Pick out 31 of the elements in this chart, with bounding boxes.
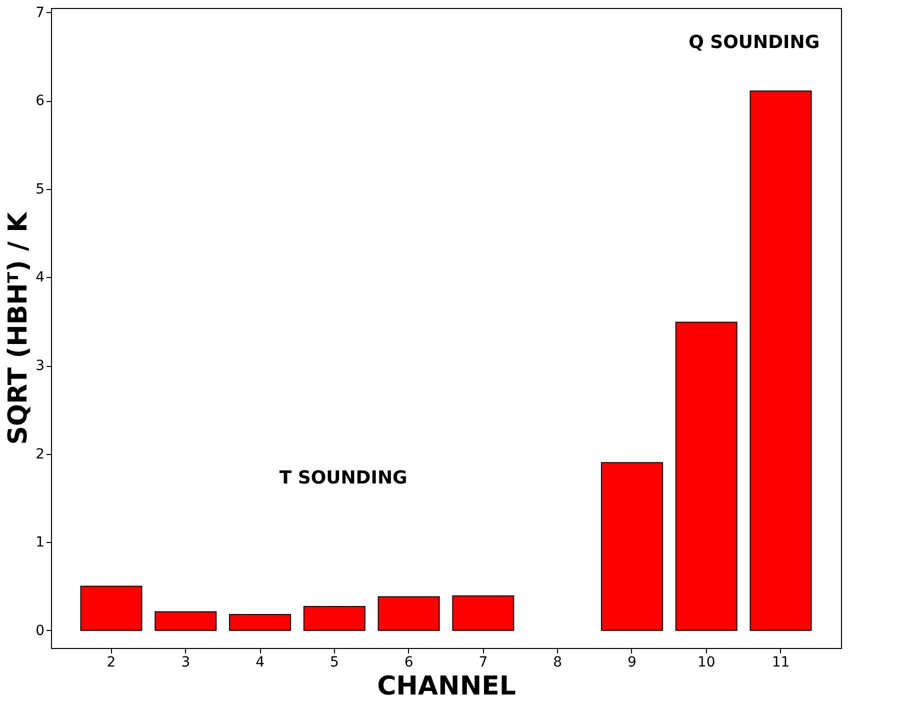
x-tick-label: 11 [772, 654, 790, 670]
y-tick-label: 4 [36, 270, 45, 286]
y-tick-label: 0 [36, 622, 44, 639]
x-tick-label: 6 [404, 654, 414, 670]
annotation: Q SOUNDING [688, 32, 820, 54]
x-tick-label: 4 [256, 654, 265, 670]
annotation: T SOUNDING [279, 467, 408, 488]
y-tick-label: 2 [36, 446, 44, 462]
x-tick-label: 3 [181, 654, 190, 670]
x-tick-label: 2 [106, 654, 116, 670]
y-tick-label: 5 [36, 181, 44, 198]
bar [303, 606, 366, 631]
bar [452, 595, 514, 631]
y-tick-label: 6 [36, 93, 45, 110]
y-tick-label: 7 [36, 4, 44, 21]
bar [750, 90, 812, 631]
x-tick-label: 10 [697, 654, 716, 670]
x-tick-label: 7 [478, 654, 488, 670]
bar [378, 596, 440, 631]
x-axis-title: CHANNEL [377, 672, 516, 702]
bar [154, 611, 217, 631]
y-tick-label: 3 [36, 358, 44, 374]
bar [80, 586, 142, 631]
x-tick-label: 8 [553, 654, 562, 670]
x-tick-label: 9 [628, 654, 636, 670]
bar [675, 322, 738, 631]
y-tick-label: 1 [36, 534, 44, 551]
y-axis-title: SQRT (HBHᵀ) / K [4, 211, 34, 445]
bar [229, 614, 292, 631]
x-tick-label: 5 [330, 654, 339, 670]
bar [600, 462, 663, 631]
